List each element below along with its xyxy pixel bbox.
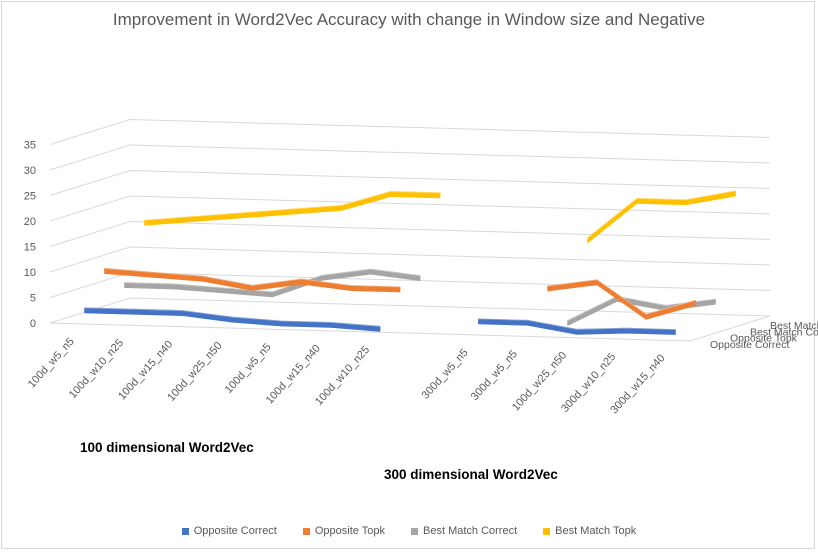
depth-tick-label: Best Match Topk — [770, 320, 818, 332]
series-ribbon-highlight — [84, 307, 381, 327]
x-tick-label: 100d_w15_n40 — [116, 338, 175, 402]
series-ribbon — [547, 279, 696, 320]
x-tick-label: 100d_w25_n50 — [165, 340, 224, 404]
legend-item: Best Match Correct — [411, 525, 517, 537]
floor-edge — [49, 315, 771, 342]
x-tick-label: 100d_w25_n50 — [510, 350, 569, 414]
legend-item: Best Match Topk — [543, 525, 636, 537]
y-tick-label: 35 — [24, 140, 36, 152]
y-tick-label: 0 — [30, 318, 36, 330]
legend: Opposite Correct Opposite Topk Best Match … — [0, 525, 818, 537]
annotation-100d: 100 dimensional Word2Vec — [80, 440, 254, 455]
series-ribbon-highlight — [478, 318, 676, 331]
gridline — [49, 144, 771, 171]
series-ribbon — [124, 268, 421, 298]
series-ribbon — [84, 307, 381, 332]
series-ribbon-highlight — [124, 268, 421, 293]
y-tick-label: 15 — [24, 242, 36, 254]
legend-label: Opposite Correct — [193, 525, 277, 537]
legend-label: Opposite Topk — [314, 525, 385, 537]
legend-label: Best Match Correct — [423, 525, 518, 537]
legend-swatch — [181, 527, 189, 535]
x-tick-label: 100d_w10_n25 — [313, 344, 372, 408]
x-tick-label: 100d_w5_n5 — [26, 336, 77, 391]
x-tick-label: 300d_w15_n40 — [608, 352, 667, 416]
series-ribbon-highlight — [547, 279, 696, 315]
x-tick-label: 300d_w5_n5 — [420, 347, 471, 402]
x-tick-label: 300d_w10_n25 — [559, 351, 618, 415]
y-tick-label: 10 — [24, 267, 36, 279]
y-tick-label: 20 — [24, 216, 36, 228]
legend-swatch — [302, 527, 310, 535]
x-tick-label: 300d_w5_n5 — [469, 348, 520, 403]
series-ribbon-highlight — [144, 190, 441, 221]
legend-item: Opposite Correct — [181, 525, 277, 537]
y-tick-label: 25 — [24, 191, 36, 203]
gridline — [49, 169, 771, 196]
legend-label: Best Match Topk — [555, 525, 637, 537]
gridline — [49, 195, 771, 222]
legend-item: Opposite Topk — [302, 525, 385, 537]
gridline — [49, 246, 771, 273]
gridline — [49, 118, 771, 145]
annotation-300d: 300 dimensional Word2Vec — [384, 467, 558, 482]
y-tick-label: 30 — [24, 165, 36, 177]
depth-tick-label: Best Match Correct — [750, 326, 818, 338]
depth-tick-label: Opposite Topk — [730, 333, 798, 345]
series-ribbon-highlight — [104, 267, 401, 288]
x-tick-label: 100d_w10_n25 — [67, 337, 126, 401]
gridline — [49, 297, 771, 324]
gridline — [49, 220, 771, 247]
series-ribbon — [587, 190, 736, 244]
series-ribbon-highlight — [587, 190, 736, 239]
series-ribbon — [478, 318, 676, 335]
legend-swatch — [543, 527, 551, 535]
x-tick-label: 100d_w5_n5 — [223, 341, 274, 396]
chart-title: Improvement in Word2Vec Accuracy with ch… — [112, 10, 706, 29]
series-ribbon — [104, 268, 401, 293]
legend-swatch — [411, 527, 418, 535]
x-tick-label: 100d_w15_n40 — [264, 343, 323, 407]
series-ribbon — [144, 191, 441, 226]
y-tick-label: 5 — [30, 293, 36, 305]
depth-tick-label: Opposite Correct — [710, 339, 789, 351]
series-ribbon-highlight — [567, 295, 716, 321]
series-ribbon — [567, 296, 716, 326]
